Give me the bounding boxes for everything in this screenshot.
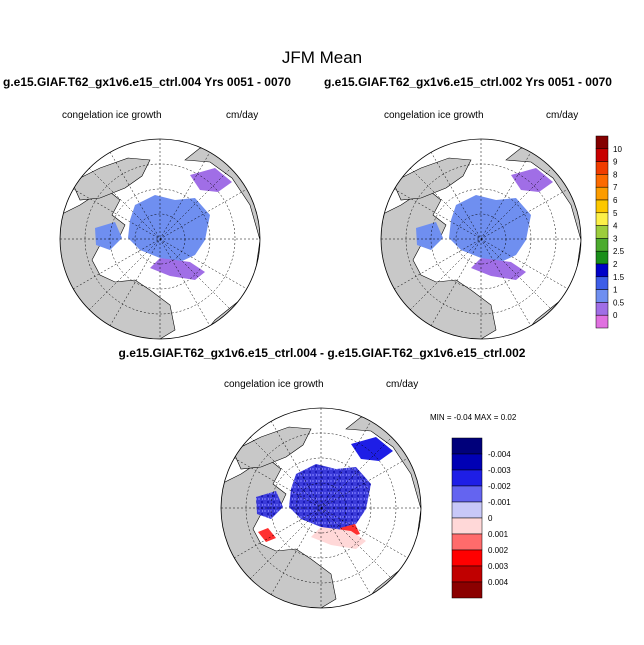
diff-land-greenland <box>232 426 312 470</box>
diff-colorbar-tick-label: -0.001 <box>488 498 511 507</box>
left-graticule <box>60 139 260 339</box>
diff-colorbar-tick-label: -0.004 <box>488 450 511 459</box>
top-colorbar-swatch <box>595 263 609 278</box>
top-colorbar-swatch <box>595 302 609 316</box>
right-ice-arctic <box>449 195 531 262</box>
top-colorbar-tick-label: 0 <box>613 311 618 320</box>
diff-variable-label: congelation ice growth <box>224 379 324 390</box>
difference-colorbar: -0.004 -0.003 -0.002 -0.001 0 0.001 0.002 0.003… <box>451 437 511 599</box>
right-units-label: cm/day <box>546 110 579 121</box>
diff-colorbar-swatch <box>451 565 483 583</box>
top-colorbar-tick-label: 7 <box>613 183 618 192</box>
top-colorbar-tick-label: 6 <box>613 196 618 205</box>
diff-colorbar-swatch <box>451 517 483 535</box>
top-colorbar-tick-label: 5 <box>613 209 618 218</box>
top-colorbar-swatch <box>595 225 609 239</box>
top-colorbar-tick-label: 1 <box>613 286 618 295</box>
top-colorbar-swatch <box>595 238 609 252</box>
left-ice-siberian <box>190 168 232 192</box>
top-colorbar-swatch <box>595 135 609 150</box>
diff-ice-hudson <box>256 491 283 519</box>
diff-colorbar-swatch <box>451 581 483 599</box>
diff-colorbar-tick-label: -0.002 <box>488 482 511 491</box>
diff-light-margin <box>311 527 366 549</box>
diff-graticule <box>221 408 421 608</box>
top-colorbar-swatch <box>595 276 609 290</box>
right-polar-map <box>380 138 582 340</box>
top-colorbar-tick-label: 4 <box>613 222 618 231</box>
left-ice-arctic <box>128 195 210 262</box>
top-colorbar-tick-label: 2 <box>613 260 618 269</box>
diff-colorbar-swatch <box>451 549 483 567</box>
top-colorbar-tick-label: 0.5 <box>613 298 625 307</box>
right-case-title: g.e15.GIAF.T62_gx1v6.e15_ctrl.002 Yrs 00… <box>324 75 612 89</box>
diff-colorbar-tick-label: 0.002 <box>488 546 509 555</box>
right-land-greenland <box>392 157 472 201</box>
diff-colorbar-swatch <box>451 469 483 487</box>
diff-colorbar-tick-label: -0.003 <box>488 466 511 475</box>
diff-colorbar-tick-label: 0 <box>488 514 493 523</box>
top-colorbar-tick-label: 3 <box>613 234 618 243</box>
right-ice-siberian <box>511 168 553 192</box>
right-variable-label: congelation ice growth <box>384 110 484 121</box>
top-colorbar: 10 9 8 7 6 5 4 3 2.5 2 1.5 1 0.5 0 <box>595 135 625 329</box>
top-colorbar-tick-label: 10 <box>613 145 622 154</box>
top-colorbar-tick-label: 8 <box>613 170 618 179</box>
left-variable-label: congelation ice growth <box>62 110 162 121</box>
left-polar-map <box>59 138 261 340</box>
figure-title: JFM Mean <box>281 48 363 67</box>
top-colorbar-swatch <box>595 174 609 188</box>
diff-colorbar-swatch <box>451 437 483 455</box>
top-colorbar-swatch <box>595 148 609 162</box>
difference-polar-map <box>220 407 422 609</box>
diff-colorbar-tick-label: 0.004 <box>488 578 509 587</box>
diff-colorbar-swatch <box>451 501 483 519</box>
top-colorbar-swatch <box>595 186 609 201</box>
top-colorbar-swatch <box>595 199 609 214</box>
diff-colorbar-tick-label: 0.003 <box>488 562 509 571</box>
diff-positive-atlantic <box>258 528 276 542</box>
left-ice-hudson <box>95 222 122 250</box>
left-units-label: cm/day <box>226 110 259 121</box>
diff-colorbar-swatch <box>451 485 483 503</box>
top-colorbar-swatch <box>595 289 609 303</box>
left-land-greenland <box>71 157 151 201</box>
diff-ice-siberian <box>351 437 393 461</box>
top-colorbar-swatch <box>595 250 609 265</box>
top-colorbar-swatch <box>595 161 609 175</box>
diff-units-label: cm/day <box>386 379 419 390</box>
left-case-title: g.e15.GIAF.T62_gx1v6.e15_ctrl.004 Yrs 00… <box>3 75 291 89</box>
right-graticule <box>381 139 581 339</box>
min-max-label: MIN = -0.04 MAX = 0.02 <box>430 413 517 422</box>
diff-ice-arctic <box>289 464 371 531</box>
top-colorbar-tick-label: 2.5 <box>613 247 625 256</box>
right-ice-hudson <box>416 222 443 250</box>
top-colorbar-tick-label: 9 <box>613 158 618 167</box>
diff-colorbar-tick-label: 0.001 <box>488 530 509 539</box>
diff-colorbar-swatch <box>451 533 483 551</box>
right-ice-margin <box>471 258 526 280</box>
difference-title: g.e15.GIAF.T62_gx1v6.e15_ctrl.004 - g.e1… <box>118 346 526 360</box>
diff-colorbar-swatch <box>451 453 483 471</box>
top-colorbar-swatch <box>595 314 609 329</box>
left-ice-margin <box>150 258 205 280</box>
top-colorbar-tick-label: 1.5 <box>613 273 625 282</box>
top-colorbar-swatch <box>595 212 609 226</box>
